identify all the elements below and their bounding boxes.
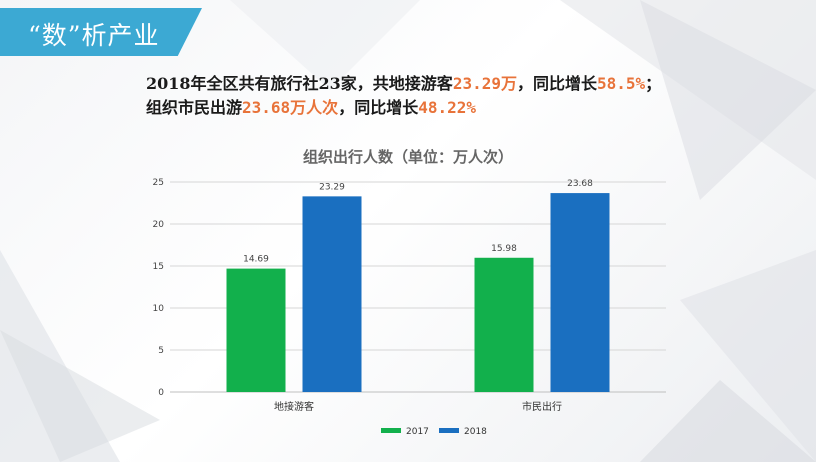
highlight-value: 48.22% — [418, 98, 476, 117]
legend-label: 2017 — [406, 427, 429, 437]
summary-text-segment: ，同比增长 — [338, 98, 419, 117]
bar — [474, 257, 534, 392]
y-tick-label: 10 — [153, 304, 165, 314]
legend-swatch — [381, 428, 401, 433]
summary-text: 2018年全区共有旅行社23家，共地接游客23.29万，同比增长58.5%； 组… — [146, 72, 786, 120]
summary-text-segment: ，同比增长 — [516, 74, 597, 93]
data-label: 15.98 — [491, 244, 517, 254]
y-tick-label: 0 — [158, 388, 164, 398]
y-tick-label: 25 — [153, 178, 164, 188]
summary-text-segment: 2018年全区共有旅行社23家，共地接游客 — [146, 74, 453, 93]
x-category-label: 地接游客 — [274, 400, 314, 413]
y-tick-label: 5 — [158, 346, 164, 356]
bar — [550, 193, 610, 392]
summary-line-1: 2018年全区共有旅行社23家，共地接游客23.29万，同比增长58.5%； — [146, 72, 786, 96]
highlight-value: 58.5% — [597, 74, 646, 93]
x-category-label: 市民出行 — [522, 400, 562, 413]
legend-swatch — [439, 428, 459, 433]
highlight-value: 23.68万人次 — [242, 98, 339, 117]
legend-label: 2018 — [464, 427, 487, 437]
chart-title: 组织出行人数（单位：万人次） — [302, 148, 513, 166]
bar — [226, 268, 286, 392]
bar — [302, 196, 362, 392]
data-label: 14.69 — [243, 255, 269, 265]
data-label: 23.68 — [567, 179, 593, 189]
header-banner — [0, 8, 202, 56]
highlight-value: 23.29万 — [452, 74, 517, 93]
y-tick-label: 15 — [153, 262, 164, 272]
y-tick-label: 20 — [153, 220, 165, 230]
data-label: 23.29 — [319, 182, 345, 192]
summary-line-2: 组织市民出游23.68万人次，同比增长48.22% — [146, 96, 786, 120]
page-title: “数”析产业 — [28, 21, 160, 50]
summary-text-segment: ； — [645, 74, 662, 93]
summary-text-segment: 组织市民出游 — [146, 98, 243, 117]
